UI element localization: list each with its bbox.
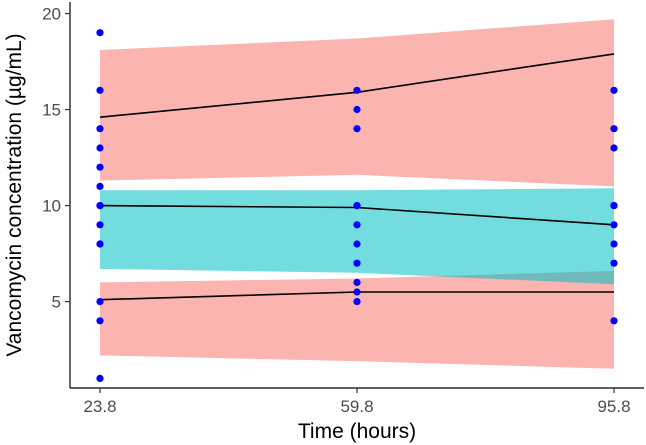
y-ticks: 5 10 15 20 [42, 5, 70, 312]
data-point [96, 144, 104, 152]
data-point [353, 298, 361, 306]
data-point [96, 240, 104, 248]
x-tick-label: 23.8 [83, 397, 116, 416]
data-point [96, 202, 104, 210]
y-tick-label: 15 [42, 101, 61, 120]
ribbons [100, 19, 614, 369]
data-point [610, 221, 618, 229]
observed-points [96, 29, 618, 382]
data-point [96, 29, 104, 37]
data-point [610, 240, 618, 248]
data-point [96, 317, 104, 325]
y-axis-title: Vancomycin concentration (µg/mL) [3, 33, 26, 356]
x-tick-label: 59.8 [340, 397, 373, 416]
data-point [96, 374, 104, 382]
data-point [353, 288, 361, 296]
data-point [610, 317, 618, 325]
x-axis-title: Time (hours) [298, 420, 416, 443]
data-point [96, 298, 104, 306]
data-point [96, 125, 104, 133]
data-point [96, 86, 104, 94]
data-point [610, 259, 618, 267]
data-point [353, 202, 361, 210]
data-point [610, 86, 618, 94]
data-point [96, 182, 104, 190]
data-point [610, 202, 618, 210]
data-point [353, 221, 361, 229]
data-point [353, 125, 361, 133]
y-tick-label: 5 [52, 293, 61, 312]
data-point [610, 125, 618, 133]
x-tick-label: 95.8 [597, 397, 630, 416]
data-point [353, 105, 361, 114]
data-point [96, 221, 104, 229]
data-point [610, 144, 618, 152]
y-tick-label: 10 [42, 197, 61, 216]
data-point [353, 259, 361, 267]
y-tick-label: 20 [42, 5, 61, 24]
data-point [353, 278, 361, 286]
x-ticks: 23.8 59.8 95.8 [83, 388, 631, 416]
data-point [353, 86, 361, 94]
data-point [353, 240, 361, 248]
ribbon-3 [100, 188, 614, 285]
data-point [96, 163, 104, 171]
ribbon-1 [100, 19, 614, 187]
